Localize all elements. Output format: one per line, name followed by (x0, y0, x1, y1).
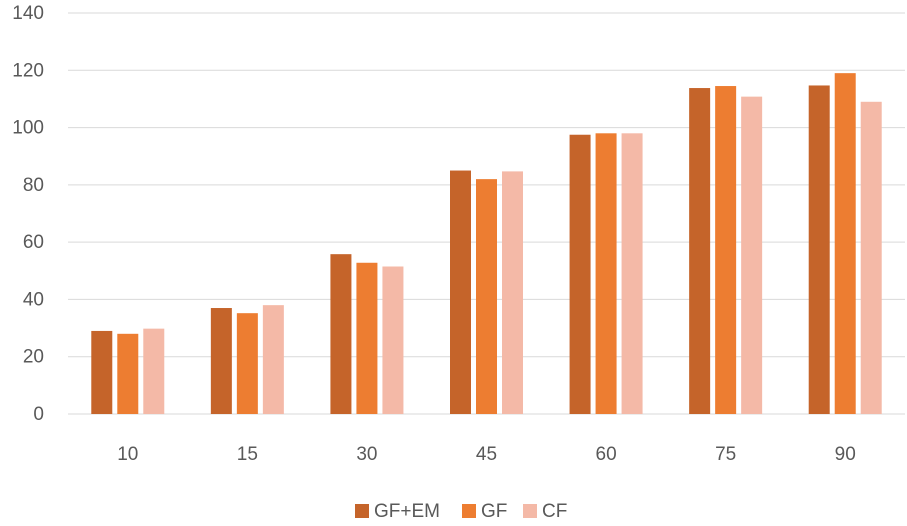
legend-label: CF (542, 501, 567, 522)
x-tick-label: 45 (476, 444, 497, 465)
legend-label: GF (481, 501, 507, 522)
y-tick-label: 40 (23, 289, 44, 310)
x-tick-label: 60 (596, 444, 617, 465)
bar-GF-90 (834, 73, 856, 415)
bar-GF+EM-75 (689, 88, 711, 415)
bar-CF-75 (741, 96, 763, 414)
bar-GF-15 (236, 313, 258, 414)
bar-GF-45 (476, 179, 497, 414)
y-tick-label: 140 (12, 3, 44, 24)
x-tick-label: 30 (356, 444, 377, 465)
bar-CF-15 (262, 305, 284, 414)
y-tick-label: 80 (23, 175, 44, 196)
y-tick-label: 120 (12, 60, 44, 81)
legend-swatch-CF (523, 504, 537, 518)
x-tick-label: 75 (715, 444, 736, 465)
bar-CF-60 (621, 133, 643, 415)
y-tick-label: 20 (23, 347, 44, 368)
legend-swatch-GF (462, 504, 476, 518)
x-tick-label: 10 (117, 444, 138, 465)
bar-CF-90 (860, 101, 882, 415)
y-tick-label: 60 (23, 232, 44, 253)
legend: GF+EM GF CF (355, 501, 567, 522)
bar-GF+EM-45 (450, 170, 471, 414)
bar-GF-30 (356, 262, 378, 414)
bar-GF+EM-15 (210, 308, 232, 414)
bar-GF+EM-90 (808, 85, 830, 414)
bar-CF-45 (502, 171, 523, 414)
legend-swatch-GF+EM (355, 504, 369, 518)
bar-GF-75 (715, 86, 737, 415)
x-tick-label: 90 (835, 444, 856, 465)
bar-GF-10 (117, 333, 139, 414)
y-tick-label: 0 (33, 404, 44, 425)
y-tick-label: 100 (12, 118, 44, 139)
bar-GF+EM-60 (569, 134, 591, 414)
bar-CF-30 (382, 266, 404, 414)
legend-label: GF+EM (374, 501, 440, 522)
bars (91, 73, 882, 415)
y-axis-ticks: 0 20 40 60 80 100 120 140 (12, 3, 44, 425)
bar-GF+EM-10 (91, 330, 113, 414)
x-axis-ticks: 10 15 30 45 60 75 90 (117, 444, 856, 465)
x-tick-label: 15 (237, 444, 258, 465)
bar-GF+EM-30 (330, 254, 352, 414)
bar-CF-10 (143, 328, 165, 414)
bar-GF-60 (595, 133, 617, 415)
